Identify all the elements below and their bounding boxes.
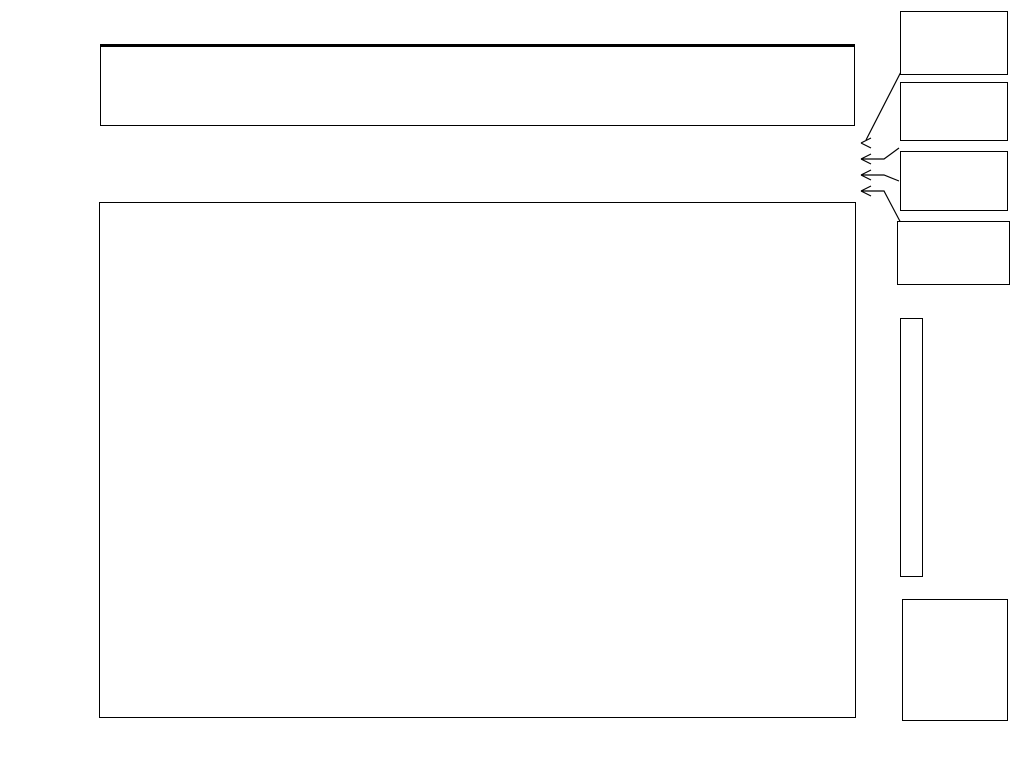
ephemeris-row-l	[903, 682, 1007, 707]
ephemeris-row-re	[903, 607, 1007, 632]
ephemeris-row-mlt	[903, 657, 1007, 682]
ephemeris-panel	[902, 599, 1008, 721]
colorbar	[900, 318, 923, 577]
translation-panel	[897, 221, 1010, 285]
antenna-panel	[900, 82, 1008, 141]
status-bar-antenna	[100, 155, 855, 162]
spectrogram-frame	[99, 202, 856, 718]
status-bar-translation	[100, 187, 855, 194]
panel-connector-arrows	[860, 63, 906, 228]
data-mode-panel	[900, 11, 1008, 75]
status-bar-data-mode	[100, 139, 855, 146]
ephemeris-row-mlat	[903, 632, 1007, 657]
resolution-panel	[900, 151, 1008, 211]
gain-plot	[100, 44, 855, 126]
spectrogram	[100, 203, 855, 717]
gain-trace-line	[101, 45, 854, 47]
status-bar-resolution	[100, 171, 855, 178]
